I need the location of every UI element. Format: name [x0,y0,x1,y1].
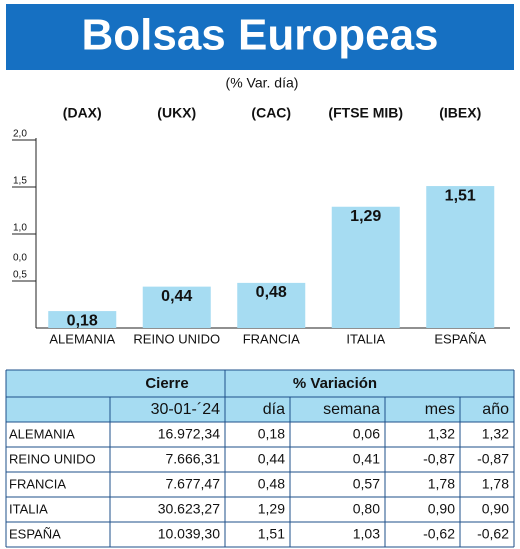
value-label: 0,48 [256,284,287,301]
table-cell: ALEMANIA [9,426,75,441]
table-group-header: Cierre [145,375,188,392]
table-cell: 10.039,30 [158,526,220,542]
table-cell: 1,32 [428,426,455,442]
table-cell: 7.677,47 [166,476,221,492]
bar [426,186,495,328]
x-tick-label: ALEMANIA [49,331,115,346]
y-tick-label: 1,5 [13,176,27,187]
table-cell: 0,80 [353,501,380,517]
table-cell: FRANCIA [9,476,66,491]
value-label: 1,29 [350,208,381,225]
table-group-header: % Variación [293,375,377,392]
table-cell: 16.972,34 [158,426,220,442]
table-cell: 0,48 [258,476,285,492]
table-cell: ITALIA [9,501,48,516]
ticker-label: (UKX) [157,105,196,121]
ticker-label: (DAX) [63,105,102,121]
y-tick-label: 2,0 [13,129,27,140]
bar [48,311,117,328]
table-cell: -0,87 [477,451,509,467]
table-cell: 1,51 [258,526,285,542]
table-cell: semana [323,401,380,418]
x-tick-label: ESPAÑA [434,331,486,346]
bar [331,206,400,328]
table-cell: 0,90 [482,501,509,517]
table-header-bg [6,370,514,422]
table-cell: mes [425,401,455,418]
ticker-label: (IBEX) [439,105,481,121]
table-cell: 1,78 [482,476,509,492]
annotation: 0,0 [13,253,27,264]
y-tick-label: 0,5 [13,270,27,281]
table-cell: 30.623,27 [158,501,220,517]
bar [142,286,211,328]
table-cell: 0,44 [258,451,285,467]
table-cell: 30-01-´24 [151,401,220,418]
ticker-label: (CAC) [251,105,291,121]
table-cell: -0,62 [423,526,455,542]
value-label: 0,18 [67,312,98,329]
table-cell: 0,41 [353,451,380,467]
table-cell: 0,57 [353,476,380,492]
table-cell: 1,32 [482,426,509,442]
x-tick-label: ITALIA [346,331,385,346]
x-tick-label: FRANCIA [243,331,300,346]
table-cell: 1,03 [353,526,380,542]
table-cell: 7.666,31 [166,451,221,467]
table-cell: 0,06 [353,426,380,442]
chart-title: Bolsas Europeas [81,11,438,60]
ticker-label: (FTSE MIB) [328,105,403,121]
table-cell: año [482,401,509,418]
value-label: 0,44 [161,288,192,305]
table-cell: ESPAÑA [9,526,61,541]
bar [237,282,306,328]
table-cell: 1,78 [428,476,455,492]
table-cell: -0,62 [477,526,509,542]
x-tick-label: REINO UNIDO [133,331,220,346]
table-cell: -0,87 [423,451,455,467]
chart-subtitle: (% Var. día) [226,75,299,91]
table-cell: 0,90 [428,501,455,517]
table-cell: 1,29 [258,501,285,517]
title-banner [6,4,514,70]
table-cell: 0,18 [258,426,285,442]
value-label: 1,51 [445,187,476,204]
table-cell: día [263,401,285,418]
y-tick-label: 1,0 [13,223,27,234]
table-cell: REINO UNIDO [9,451,96,466]
